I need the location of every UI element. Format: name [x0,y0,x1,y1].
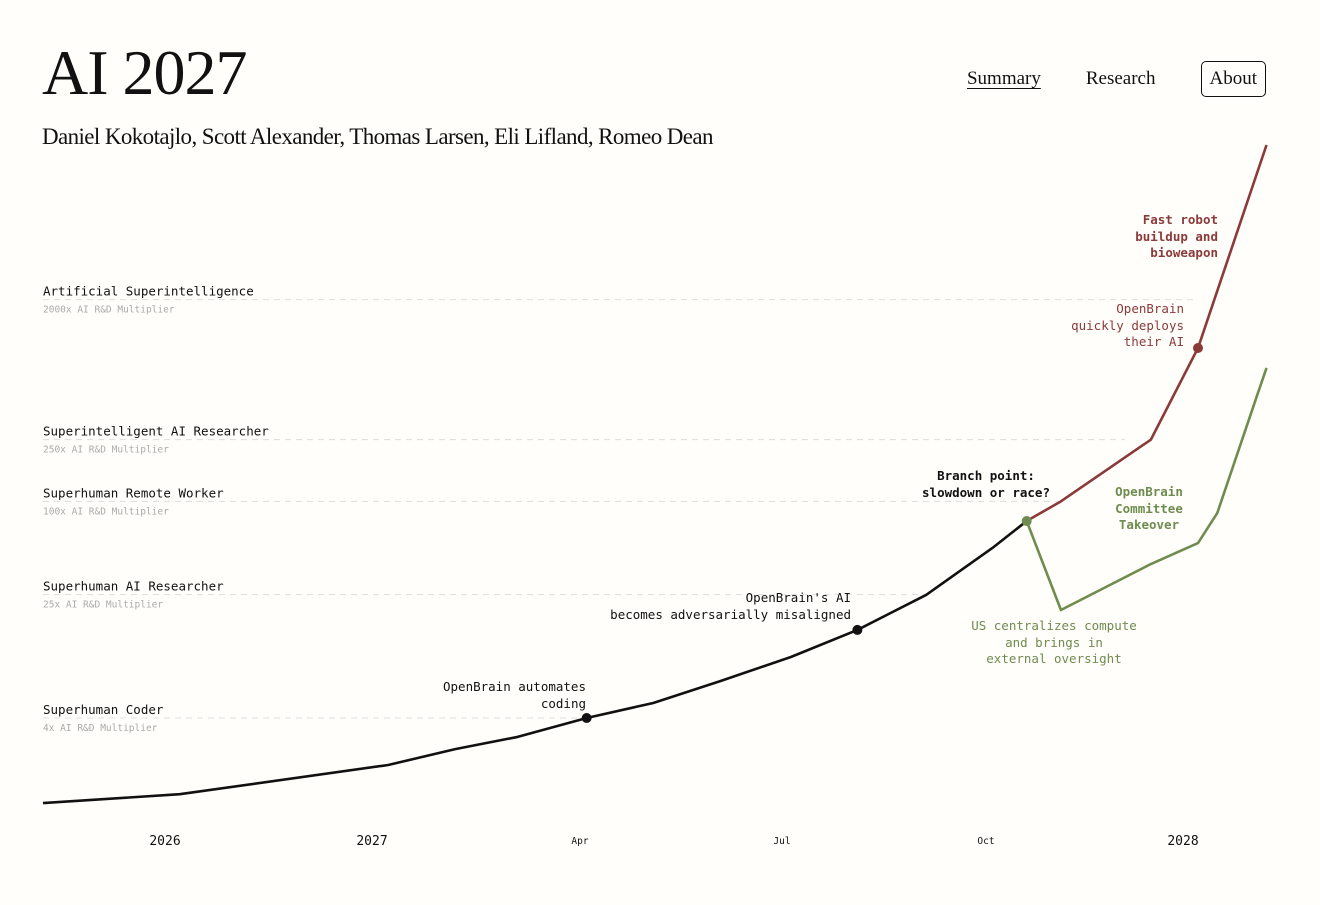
milestone-label: Superhuman Coder [43,702,164,717]
x-tick-label: Apr [571,836,588,847]
nav-summary[interactable]: Summary [966,68,1041,89]
event-label-automates-coding: OpenBrain automates coding [443,679,586,711]
x-tick-label: Jul [773,836,790,847]
milestone-multiplier: 2000x AI R&D Multiplier [43,305,175,316]
event-label-misaligned: OpenBrain's AI becomes adversarially mis… [610,590,851,622]
x-tick-label: 2026 [149,834,180,849]
milestone-label: Superhuman AI Researcher [43,579,224,594]
milestone-multiplier: 25x AI R&D Multiplier [43,600,163,611]
x-tick-label: Oct [977,836,994,847]
milestone-label: Artificial Superintelligence [43,284,254,299]
milestone-label: Superhuman Remote Worker [43,485,224,500]
series-line-slowdown [1025,367,1268,612]
milestone-label: Superintelligent AI Researcher [43,424,269,439]
x-tick-label: 2028 [1167,834,1198,849]
x-tick-label: 2027 [356,834,387,849]
annotation-race-end: Fast robot buildup and bioweapon [1135,212,1218,260]
event-label-branch-point: Branch point: slowdown or race? [922,468,1050,500]
event-marker [1021,516,1032,527]
series-line-main [42,520,1028,805]
milestone-multiplier: 100x AI R&D Multiplier [43,506,169,517]
main-nav: Summary Research About [922,61,1266,97]
page-title: AI 2027 [42,37,248,108]
milestone-multiplier: 250x AI R&D Multiplier [43,445,169,456]
authors: Daniel Kokotajlo, Scott Alexander, Thoma… [42,124,713,149]
event-marker [581,713,592,723]
annotation-slowdown-dip: US centralizes compute and brings in ext… [971,618,1137,666]
annotation-slowdown-end: OpenBrain Committee Takeover [1115,484,1183,532]
event-marker [852,624,863,635]
nav-about-button[interactable]: About [1200,61,1266,97]
event-marker [1192,343,1203,354]
series-line-race [1026,144,1268,523]
nav-research[interactable]: Research [1085,68,1156,89]
milestone-multiplier: 4x AI R&D Multiplier [43,723,158,734]
event-label-deploys: OpenBrain quickly deploys their AI [1071,301,1184,349]
